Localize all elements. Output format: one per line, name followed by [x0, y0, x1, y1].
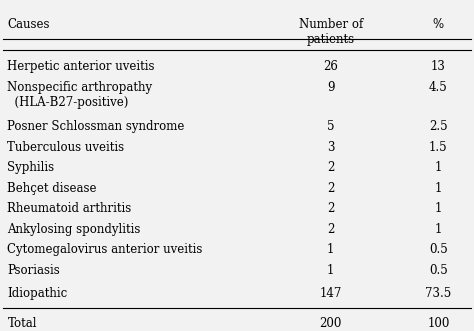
Text: 26: 26	[323, 60, 338, 73]
Text: 200: 200	[319, 317, 342, 330]
Text: 1.5: 1.5	[429, 141, 448, 154]
Text: %: %	[433, 18, 444, 31]
Text: Herpetic anterior uveitis: Herpetic anterior uveitis	[8, 60, 155, 73]
Text: Nonspecific arthropathy
  (HLA-B27-positive): Nonspecific arthropathy (HLA-B27-positiv…	[8, 81, 153, 109]
Text: 4.5: 4.5	[429, 81, 448, 94]
Text: 0.5: 0.5	[429, 264, 448, 277]
Text: Number of
patients: Number of patients	[299, 18, 363, 46]
Text: 1: 1	[327, 243, 334, 257]
Text: 2: 2	[327, 161, 334, 174]
Text: 1: 1	[435, 223, 442, 236]
Text: 5: 5	[327, 120, 335, 133]
Text: 1: 1	[435, 202, 442, 215]
Text: Behçet disease: Behçet disease	[8, 182, 97, 195]
Text: 100: 100	[427, 317, 450, 330]
Text: Ankylosing spondylitis: Ankylosing spondylitis	[8, 223, 141, 236]
Text: 3: 3	[327, 141, 335, 154]
Text: 9: 9	[327, 81, 335, 94]
Text: Syphilis: Syphilis	[8, 161, 55, 174]
Text: 1: 1	[327, 264, 334, 277]
Text: 2: 2	[327, 223, 334, 236]
Text: Rheumatoid arthritis: Rheumatoid arthritis	[8, 202, 132, 215]
Text: Causes: Causes	[8, 18, 50, 31]
Text: 0.5: 0.5	[429, 243, 448, 257]
Text: 147: 147	[319, 288, 342, 301]
Text: 1: 1	[435, 161, 442, 174]
Text: Psoriasis: Psoriasis	[8, 264, 60, 277]
Text: Posner Schlossman syndrome: Posner Schlossman syndrome	[8, 120, 185, 133]
Text: Total: Total	[8, 317, 37, 330]
Text: 73.5: 73.5	[425, 288, 452, 301]
Text: Tuberculous uveitis: Tuberculous uveitis	[8, 141, 125, 154]
Text: 2: 2	[327, 202, 334, 215]
Text: 13: 13	[431, 60, 446, 73]
Text: 1: 1	[435, 182, 442, 195]
Text: 2.5: 2.5	[429, 120, 448, 133]
Text: Cytomegalovirus anterior uveitis: Cytomegalovirus anterior uveitis	[8, 243, 203, 257]
Text: Idiopathic: Idiopathic	[8, 288, 68, 301]
Text: 2: 2	[327, 182, 334, 195]
